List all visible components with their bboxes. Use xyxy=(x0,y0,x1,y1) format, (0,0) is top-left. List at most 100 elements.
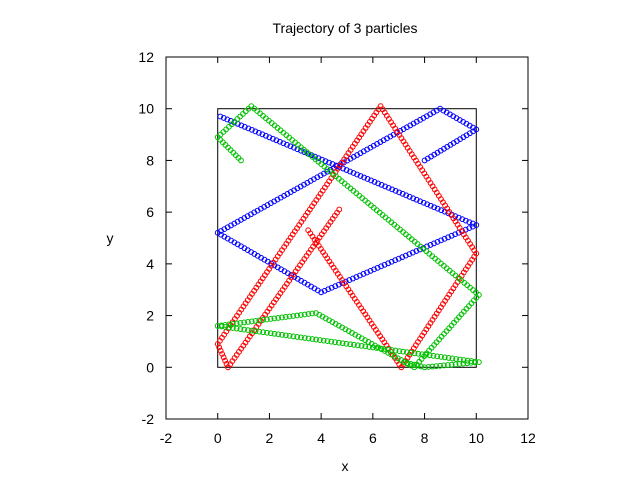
data-point xyxy=(430,352,437,359)
data-point xyxy=(377,345,384,352)
y-tick-label: -2 xyxy=(142,411,155,427)
data-point xyxy=(429,363,436,370)
data-point xyxy=(361,174,367,181)
data-point xyxy=(409,249,416,256)
data-point xyxy=(468,359,475,366)
data-point xyxy=(350,170,357,176)
data-point xyxy=(357,173,364,179)
data-point xyxy=(366,344,373,350)
data-point xyxy=(245,327,251,334)
y-axis-label: y xyxy=(107,230,114,246)
data-point xyxy=(297,312,304,318)
data-point xyxy=(396,348,403,355)
data-point xyxy=(270,135,276,142)
data-point xyxy=(406,193,413,200)
data-point xyxy=(425,364,432,370)
data-point xyxy=(462,217,469,224)
data-point xyxy=(441,235,448,242)
data-point xyxy=(264,329,270,336)
data-point xyxy=(266,134,273,141)
data-point xyxy=(469,220,476,227)
data-point xyxy=(404,349,410,356)
data-point xyxy=(449,355,456,362)
data-point xyxy=(438,237,444,244)
y-axis: -2 0 2 4 6 8 10 12 xyxy=(138,49,528,427)
data-point xyxy=(385,184,392,191)
y-tick-label: 10 xyxy=(138,101,154,117)
data-point xyxy=(431,240,437,247)
data-point xyxy=(453,356,460,362)
data-point xyxy=(399,190,406,197)
data-point xyxy=(396,189,403,196)
data-point xyxy=(271,315,278,322)
data-point xyxy=(290,313,297,319)
data-point xyxy=(434,353,441,360)
data-point xyxy=(273,137,280,144)
data-point xyxy=(434,205,441,212)
data-point xyxy=(301,311,308,318)
data-point xyxy=(321,287,328,294)
data-point xyxy=(325,286,332,293)
data-point xyxy=(298,147,304,154)
data-point xyxy=(360,271,367,277)
data-point xyxy=(248,327,255,334)
data-point xyxy=(415,350,422,357)
data-point xyxy=(400,348,407,355)
data-point xyxy=(392,187,399,194)
data-point xyxy=(262,132,269,139)
data-point xyxy=(287,143,294,150)
x-tick-label: -2 xyxy=(160,430,173,446)
data-point xyxy=(367,268,374,274)
data-point xyxy=(343,167,350,173)
data-point xyxy=(335,339,342,346)
data-point xyxy=(347,341,354,348)
series-layer xyxy=(214,103,482,371)
data-point xyxy=(237,320,244,326)
y-tick-label: 6 xyxy=(146,204,154,220)
chart-title: Trajectory of 3 particles xyxy=(273,20,418,36)
data-point xyxy=(371,179,378,185)
data-point xyxy=(260,317,266,323)
data-point xyxy=(354,342,361,349)
data-point xyxy=(349,275,356,282)
data-point xyxy=(309,310,316,317)
data-point xyxy=(364,176,371,182)
data-point xyxy=(448,232,455,239)
data-point xyxy=(339,340,346,347)
data-point xyxy=(399,254,406,261)
data-point xyxy=(227,118,234,124)
data-point xyxy=(441,362,447,369)
data-point xyxy=(267,316,274,322)
data-point xyxy=(434,238,441,245)
data-point xyxy=(473,222,480,228)
data-point xyxy=(385,346,391,353)
series-1 xyxy=(214,105,480,296)
data-point xyxy=(413,248,420,254)
data-point xyxy=(460,360,467,367)
plot-frame xyxy=(165,56,529,420)
data-point xyxy=(339,280,346,287)
data-point xyxy=(301,335,308,341)
x-axis-label: x xyxy=(342,458,349,474)
data-point xyxy=(437,362,443,369)
data-point xyxy=(328,284,335,291)
data-point xyxy=(271,330,278,337)
data-point xyxy=(326,159,332,166)
data-point xyxy=(460,357,467,363)
data-point xyxy=(381,346,388,352)
data-point xyxy=(322,158,329,165)
data-point xyxy=(245,125,252,132)
data-point xyxy=(298,334,304,341)
data-point xyxy=(317,337,323,343)
data-point xyxy=(362,343,369,350)
data-point xyxy=(241,123,248,130)
data-point xyxy=(452,231,459,238)
data-point xyxy=(374,264,381,271)
data-point xyxy=(328,338,335,345)
data-point xyxy=(324,338,331,345)
data-point xyxy=(433,363,440,370)
y-tick-label: 4 xyxy=(146,256,154,272)
data-point xyxy=(214,323,221,329)
data-point xyxy=(388,347,395,353)
